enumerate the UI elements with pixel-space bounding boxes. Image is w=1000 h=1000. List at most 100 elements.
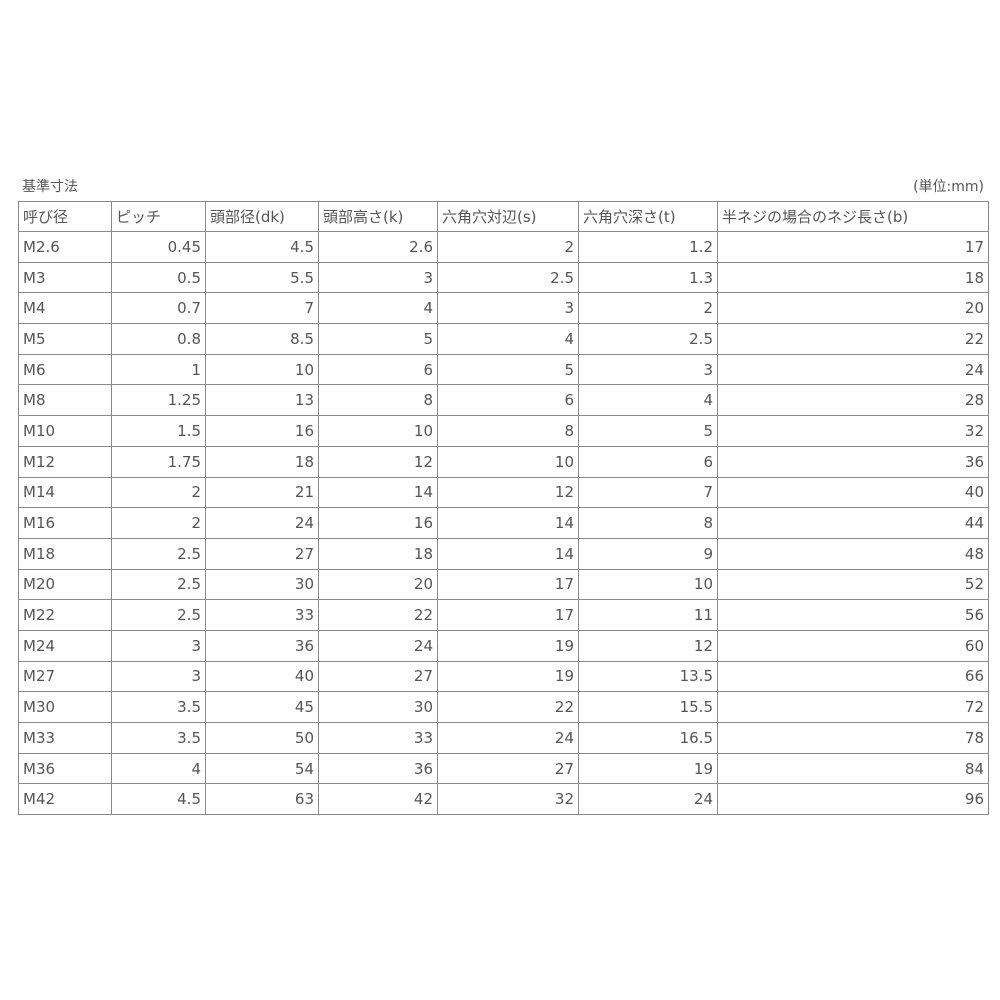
size-cell: M22	[18, 599, 112, 631]
value-cell: 4.5	[205, 231, 319, 263]
value-cell: 6	[578, 445, 718, 478]
value-cell: 3	[578, 353, 718, 386]
value-cell: 2	[578, 292, 718, 325]
dimensions-table: 呼び径 ピッチ 頭部径(dk) 頭部高さ(k) 六角穴対辺(s) 六角穴深さ(t) 半ネジの…	[18, 201, 989, 816]
table-row: M8 1.25 13 8 6 4 28	[18, 384, 989, 417]
value-cell: 5.5	[205, 261, 319, 294]
table-row: M2.6 0.45 4.5 2.6 2 1.2 17	[18, 231, 989, 263]
value-cell: 6	[318, 353, 438, 386]
value-cell: 36	[318, 752, 438, 785]
value-cell: 78	[717, 722, 989, 754]
value-cell: 66	[717, 660, 989, 693]
size-cell: M24	[18, 629, 112, 662]
value-cell: 36	[717, 445, 989, 478]
table-row: M42 4.5 63 42 32 24 96	[18, 783, 989, 816]
value-cell: 18	[205, 445, 319, 478]
value-cell: 2.5	[437, 261, 579, 294]
table-row: M4 0.7 7 4 3 2 20	[18, 292, 989, 325]
value-cell: 5	[578, 415, 718, 447]
value-cell: 15.5	[578, 691, 718, 723]
value-cell: 40	[717, 476, 989, 509]
size-cell: M8	[18, 384, 112, 417]
value-cell: 14	[318, 476, 438, 509]
value-cell: 0.45	[111, 231, 206, 263]
value-cell: 42	[318, 783, 438, 816]
value-cell: 10	[205, 353, 319, 386]
value-cell: 60	[717, 629, 989, 662]
value-cell: 54	[205, 752, 319, 785]
header-row: 呼び径 ピッチ 頭部径(dk) 頭部高さ(k) 六角穴対辺(s) 六角穴深さ(t) 半ネジの…	[18, 201, 989, 232]
value-cell: 19	[578, 752, 718, 785]
value-cell: 4	[437, 323, 579, 355]
value-cell: 7	[205, 292, 319, 325]
size-cell: M6	[18, 353, 112, 386]
size-cell: M30	[18, 691, 112, 723]
table-row: M10 1.5 16 10 8 5 32	[18, 415, 989, 447]
value-cell: 44	[717, 507, 989, 539]
size-cell: M10	[18, 415, 112, 447]
value-cell: 24	[578, 783, 718, 816]
value-cell: 0.5	[111, 261, 206, 294]
value-cell: 6	[437, 384, 579, 417]
value-cell: 14	[437, 507, 579, 539]
value-cell: 4	[318, 292, 438, 325]
value-cell: 16.5	[578, 722, 718, 754]
value-cell: 12	[578, 629, 718, 662]
value-cell: 22	[437, 691, 579, 723]
size-cell: M20	[18, 568, 112, 601]
value-cell: 24	[717, 353, 989, 386]
value-cell: 8	[578, 507, 718, 539]
value-cell: 12	[437, 476, 579, 509]
size-cell: M5	[18, 323, 112, 355]
value-cell: 17	[717, 231, 989, 263]
value-cell: 28	[717, 384, 989, 417]
size-cell: M4	[18, 292, 112, 325]
value-cell: 16	[205, 415, 319, 447]
value-cell: 72	[717, 691, 989, 723]
value-cell: 1.2	[578, 231, 718, 263]
value-cell: 2.6	[318, 231, 438, 263]
size-cell: M18	[18, 537, 112, 570]
value-cell: 2.5	[578, 323, 718, 355]
value-cell: 2	[111, 507, 206, 539]
value-cell: 10	[437, 445, 579, 478]
size-cell: M36	[18, 752, 112, 785]
value-cell: 52	[717, 568, 989, 601]
value-cell: 24	[318, 629, 438, 662]
value-cell: 10	[578, 568, 718, 601]
value-cell: 14	[437, 537, 579, 570]
value-cell: 27	[437, 752, 579, 785]
table-row: M14 2 21 14 12 7 40	[18, 476, 989, 509]
value-cell: 48	[717, 537, 989, 570]
value-cell: 96	[717, 783, 989, 816]
size-cell: M2.6	[18, 231, 112, 263]
value-cell: 21	[205, 476, 319, 509]
value-cell: 1.75	[111, 445, 206, 478]
value-cell: 27	[318, 660, 438, 693]
table-row: M12 1.75 18 12 10 6 36	[18, 445, 989, 478]
value-cell: 32	[437, 783, 579, 816]
value-cell: 36	[205, 629, 319, 662]
value-cell: 27	[205, 537, 319, 570]
value-cell: 5	[437, 353, 579, 386]
column-header: ピッチ	[111, 201, 206, 232]
value-cell: 2.5	[111, 599, 206, 631]
table-row: M6 1 10 6 5 3 24	[18, 353, 989, 386]
value-cell: 3	[318, 261, 438, 294]
value-cell: 19	[437, 660, 579, 693]
table-row: M36 4 54 36 27 19 84	[18, 752, 989, 785]
value-cell: 13	[205, 384, 319, 417]
value-cell: 20	[318, 568, 438, 601]
value-cell: 3	[111, 629, 206, 662]
value-cell: 3.5	[111, 691, 206, 723]
value-cell: 24	[437, 722, 579, 754]
value-cell: 63	[205, 783, 319, 816]
value-cell: 17	[437, 568, 579, 601]
table-row: M18 2.5 27 18 14 9 48	[18, 537, 989, 570]
value-cell: 16	[318, 507, 438, 539]
value-cell: 50	[205, 722, 319, 754]
value-cell: 9	[578, 537, 718, 570]
value-cell: 8	[437, 415, 579, 447]
value-cell: 0.8	[111, 323, 206, 355]
value-cell: 30	[318, 691, 438, 723]
